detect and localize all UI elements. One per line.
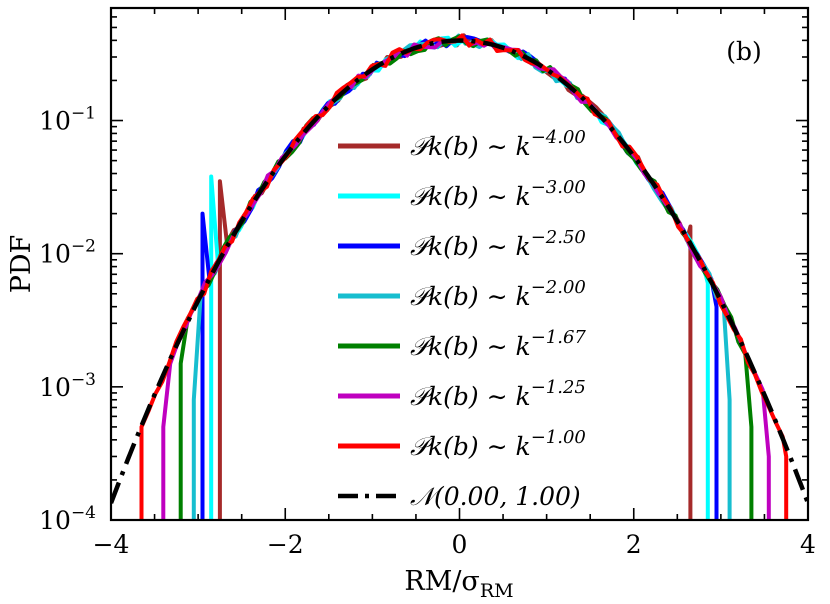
x-tick-label: −2 [267, 530, 304, 559]
legend-label: 𝒫k(b) ∼ k−3.00 [410, 177, 586, 211]
legend-label: 𝒫k(b) ∼ k−1.00 [410, 427, 586, 461]
legend-label: 𝒫k(b) ∼ k−1.67 [410, 327, 586, 361]
y-tick-label: 10−1 [39, 104, 96, 136]
legend-label: 𝒫k(b) ∼ k−1.25 [410, 377, 586, 411]
y-axis-title: PDF [6, 235, 37, 294]
x-tick-label: 2 [626, 530, 642, 559]
x-axis-title: RM/σRM [404, 566, 513, 602]
x-axis-title-sub: RM [480, 580, 514, 602]
legend-label: 𝒫k(b) ∼ k−4.00 [410, 127, 586, 161]
x-tick-label: 4 [800, 530, 816, 559]
x-tick-label: −4 [93, 530, 130, 559]
panel-label: (b) [726, 37, 762, 66]
y-tick-label: 10−3 [39, 370, 96, 402]
legend: 𝒫k(b) ∼ k−4.00 𝒫k(b) ∼ k−3.00 𝒫k(b) ∼ k−2.… [338, 127, 586, 511]
y-tick-label: 10−4 [39, 503, 96, 535]
legend-label: 𝒫k(b) ∼ k−2.50 [410, 227, 586, 261]
y-tick-label: 10−2 [39, 237, 96, 269]
series-line [139, 33, 789, 520]
x-axis-title-main: RM/σ [404, 566, 480, 597]
plot-curves [111, 33, 808, 520]
legend-label: 𝒫k(b) ∼ k−2.00 [410, 277, 586, 311]
x-tick-label: 0 [452, 530, 468, 559]
legend-label: 𝒩(0.00, 1.00) [410, 482, 581, 511]
reference-line [111, 38, 808, 504]
axis-ticks: −4 −2 0 2 4 10−4 10−3 10−2 10−1 [39, 8, 816, 559]
